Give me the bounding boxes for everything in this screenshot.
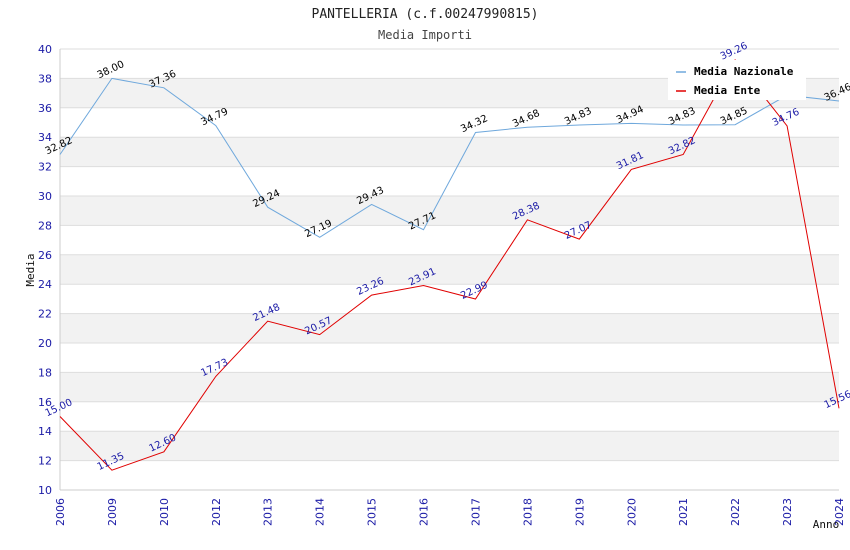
y-tick-label: 10 — [38, 484, 52, 497]
x-tick-label: 2006 — [54, 498, 67, 526]
series-line — [59, 77, 840, 238]
y-axis-label: Media — [24, 253, 37, 286]
y-tick-label: 12 — [38, 455, 52, 468]
x-tick-label: 2021 — [677, 498, 690, 526]
x-tick-label: 2023 — [781, 498, 794, 526]
series-media-ente — [59, 58, 840, 471]
grid-band — [60, 225, 839, 255]
x-tick-label: 2024 — [833, 498, 846, 526]
series-media-nazionale — [59, 77, 840, 238]
grid-band — [60, 107, 839, 138]
y-tick-label: 24 — [38, 278, 52, 291]
x-tick-label: 2016 — [418, 498, 431, 526]
x-tick-label: 2013 — [262, 498, 275, 526]
x-axis-ticks: 2006 2009 2010 2012 2013 2014 2015 2016 2017 2018… — [54, 498, 846, 526]
series-line — [59, 58, 840, 471]
grid-band — [60, 343, 839, 373]
y-tick-label: 14 — [38, 425, 52, 438]
grid-band — [60, 431, 839, 461]
grid-band — [60, 313, 839, 343]
x-tick-label: 2019 — [573, 498, 586, 526]
grid-band — [60, 137, 839, 167]
y-tick-label: 26 — [38, 249, 52, 262]
x-tick-label: 2020 — [625, 498, 638, 526]
x-tick-label: 2014 — [314, 498, 327, 526]
y-tick-label: 40 — [38, 43, 52, 56]
y-tick-label: 38 — [38, 72, 52, 85]
legend-label-media-ente: Media Ente — [694, 84, 761, 97]
x-tick-label: 2022 — [729, 498, 742, 526]
y-axis-ticks: 10 12 14 16 18 20 22 24 26 28 30 32 34 36 38 40 — [38, 43, 52, 497]
y-tick-label: 22 — [38, 308, 52, 321]
grid-band — [60, 401, 839, 432]
grid-band — [60, 284, 839, 314]
x-tick-label: 2009 — [106, 498, 119, 526]
x-tick-label: 2010 — [158, 498, 171, 526]
y-tick-label: 30 — [38, 190, 52, 203]
legend: Media Nazionale Media Ente — [668, 60, 806, 100]
chart-subtitle: Media Importi — [378, 28, 472, 42]
legend-box — [668, 60, 806, 100]
y-tick-label: 20 — [38, 337, 52, 350]
grid-band — [60, 196, 839, 226]
y-tick-label: 32 — [38, 161, 52, 174]
x-tick-label: 2015 — [366, 498, 379, 526]
x-tick-label: 2018 — [521, 498, 534, 526]
x-axis-label: Anno — [813, 518, 840, 531]
y-tick-label: 36 — [38, 102, 52, 115]
y-tick-label: 18 — [38, 366, 52, 379]
x-tick-label: 2017 — [469, 498, 482, 526]
y-tick-label: 16 — [38, 396, 52, 409]
x-tick-label: 2012 — [210, 498, 223, 526]
chart-title: PANTELLERIA (c.f.00247990815) — [312, 7, 539, 22]
legend-label-media-nazionale: Media Nazionale — [694, 65, 794, 78]
grid-band — [60, 254, 839, 285]
grid-bands — [59, 48, 839, 491]
grid-band — [60, 460, 839, 490]
y-tick-label: 34 — [38, 131, 52, 144]
grid-band — [60, 372, 839, 402]
y-tick-label: 28 — [38, 219, 52, 232]
